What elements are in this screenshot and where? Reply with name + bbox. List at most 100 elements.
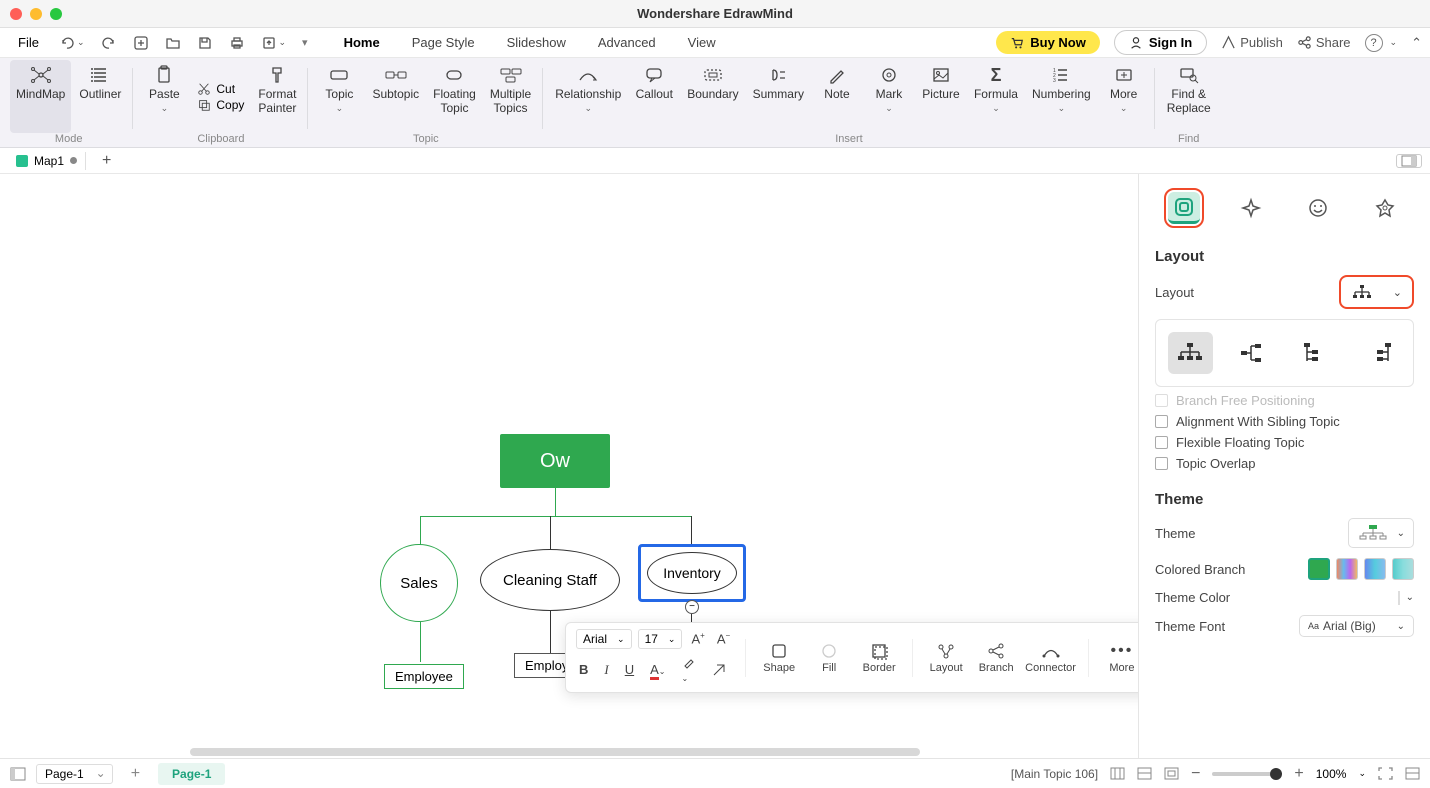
picture-button[interactable]: Picture (916, 60, 966, 133)
add-document-tab[interactable]: + (96, 152, 117, 170)
add-page-button[interactable]: + (123, 765, 148, 783)
owner-node[interactable]: Ow (500, 434, 610, 488)
collapse-toggle[interactable]: − (685, 600, 699, 614)
canvas[interactable]: Ow Sales Cleaning Staff Inventory − Empl… (0, 174, 1138, 758)
fit-button[interactable] (1405, 767, 1420, 780)
cleaning-node[interactable]: Cleaning Staff (480, 549, 620, 611)
formula-button[interactable]: ΣFormula⌄ (968, 60, 1024, 133)
employee-node-sales[interactable]: Employee (384, 664, 464, 689)
view-mode-3[interactable] (1164, 767, 1179, 780)
branch-button[interactable]: Branch (975, 642, 1017, 674)
help-button[interactable]: ?⌄ (1365, 34, 1398, 52)
export-button[interactable]: ⌄ (255, 32, 293, 54)
qat-customize[interactable]: ▾ (296, 33, 314, 52)
active-page-tab[interactable]: Page-1 (158, 763, 225, 785)
format-panel-tab[interactable] (1164, 188, 1204, 228)
colored-branch-opt-1[interactable] (1308, 558, 1330, 580)
border-button[interactable]: Border (858, 642, 900, 674)
maximize-window-button[interactable] (50, 8, 62, 20)
new-button[interactable] (127, 32, 155, 54)
font-color-button[interactable]: A⌄ (647, 660, 668, 679)
layout-option-1[interactable] (1168, 332, 1213, 374)
zoom-in-button[interactable]: + (1294, 765, 1303, 783)
layout-button[interactable]: Layout (925, 642, 967, 674)
document-tab[interactable]: Map1 (8, 152, 86, 170)
outline-view-button[interactable] (10, 767, 26, 781)
layout-option-4[interactable] (1356, 332, 1401, 374)
theme-font-dropdown[interactable]: AaArial (Big) ⌄ (1299, 615, 1414, 637)
theme-dropdown[interactable]: ⌄ (1348, 518, 1414, 548)
italic-button[interactable]: I (601, 660, 611, 680)
toolbar-more-button[interactable]: •••More (1101, 642, 1138, 674)
font-shrink-button[interactable]: A− (714, 629, 733, 648)
clipart-panel-tab[interactable] (1365, 188, 1405, 228)
publish-button[interactable]: Publish (1221, 35, 1283, 50)
zoom-slider[interactable] (1212, 772, 1282, 776)
floating-topic-button[interactable]: Floating Topic (427, 60, 482, 133)
open-button[interactable] (159, 32, 187, 54)
highlight-button[interactable]: ⌄ (679, 653, 699, 686)
layout-option-3[interactable] (1294, 332, 1339, 374)
paste-button[interactable]: Paste ⌄ (139, 60, 189, 133)
layout-option-2[interactable] (1231, 332, 1276, 374)
summary-button[interactable]: Summary (747, 60, 810, 133)
horizontal-scrollbar[interactable] (190, 746, 928, 758)
sign-in-button[interactable]: Sign In (1114, 30, 1207, 55)
tab-view[interactable]: View (682, 31, 722, 54)
view-mode-1[interactable] (1110, 767, 1125, 780)
close-window-button[interactable] (10, 8, 22, 20)
font-family-select[interactable]: Arial⌄ (576, 629, 632, 649)
buy-now-button[interactable]: Buy Now (996, 31, 1100, 54)
tab-advanced[interactable]: Advanced (592, 31, 662, 54)
sales-node[interactable]: Sales (380, 544, 458, 622)
flex-floating-checkbox[interactable]: Flexible Floating Topic (1155, 435, 1414, 450)
relationship-button[interactable]: Relationship⌄ (549, 60, 627, 133)
outliner-button[interactable]: Outliner (73, 60, 127, 133)
font-grow-button[interactable]: A+ (688, 629, 707, 648)
connector-button[interactable]: Connector (1025, 642, 1076, 674)
ai-panel-tab[interactable] (1231, 188, 1271, 228)
layout-dropdown[interactable]: ⌄ (1339, 275, 1414, 309)
colored-branch-opt-2[interactable] (1336, 558, 1358, 580)
cut-button[interactable]: Cut (197, 82, 244, 96)
shape-button[interactable]: Shape (758, 642, 800, 674)
topic-overlap-checkbox[interactable]: Topic Overlap (1155, 456, 1414, 471)
copy-button[interactable]: Copy (197, 98, 244, 112)
share-button[interactable]: Share (1297, 35, 1351, 50)
tab-home[interactable]: Home (338, 31, 386, 54)
emoji-panel-tab[interactable] (1298, 188, 1338, 228)
find-replace-button[interactable]: Find & Replace (1161, 60, 1217, 133)
theme-color-bar[interactable] (1398, 591, 1400, 605)
undo-button[interactable]: ⌄ (53, 32, 91, 54)
more-insert-button[interactable]: More⌄ (1099, 60, 1149, 133)
underline-button[interactable]: U (622, 660, 637, 679)
bold-button[interactable]: B (576, 660, 591, 679)
panel-toggle-button[interactable] (1396, 154, 1422, 168)
clear-format-button[interactable] (709, 661, 729, 679)
subtopic-button[interactable]: Subtopic (366, 60, 425, 133)
redo-button[interactable] (95, 32, 123, 54)
multiple-topics-button[interactable]: Multiple Topics (484, 60, 537, 133)
zoom-out-button[interactable]: − (1191, 765, 1200, 783)
minimize-window-button[interactable] (30, 8, 42, 20)
note-button[interactable]: Note (812, 60, 862, 133)
callout-button[interactable]: Callout (629, 60, 679, 133)
file-menu[interactable]: File (8, 31, 49, 54)
fill-button[interactable]: Fill (808, 642, 850, 674)
tab-page-style[interactable]: Page Style (406, 31, 481, 54)
save-button[interactable] (191, 32, 219, 54)
numbering-button[interactable]: 123Numbering⌄ (1026, 60, 1097, 133)
view-mode-2[interactable] (1137, 767, 1152, 780)
mindmap-button[interactable]: MindMap (10, 60, 71, 133)
chevron-down-icon[interactable]: ⌄ (1406, 592, 1414, 603)
fullscreen-button[interactable] (1378, 767, 1393, 780)
boundary-button[interactable]: Boundary (681, 60, 744, 133)
colored-branch-opt-4[interactable] (1392, 558, 1414, 580)
align-sibling-checkbox[interactable]: Alignment With Sibling Topic (1155, 414, 1414, 429)
mark-button[interactable]: Mark⌄ (864, 60, 914, 133)
font-size-select[interactable]: 17⌄ (638, 629, 683, 649)
topic-button[interactable]: Topic⌄ (314, 60, 364, 133)
collapse-ribbon-button[interactable]: ⌃ (1411, 35, 1422, 51)
tab-slideshow[interactable]: Slideshow (501, 31, 572, 54)
page-select[interactable]: Page-1 (36, 764, 113, 784)
